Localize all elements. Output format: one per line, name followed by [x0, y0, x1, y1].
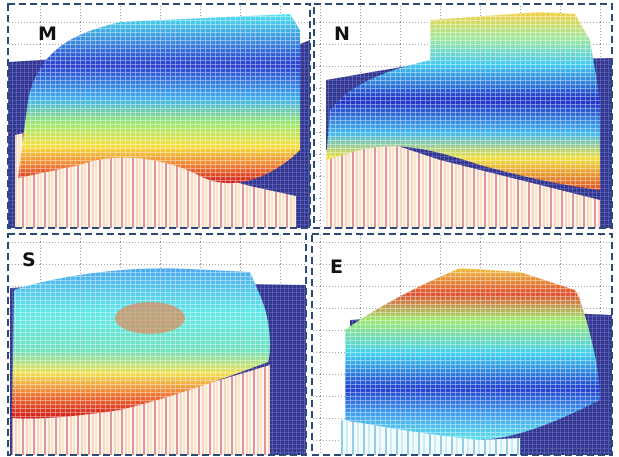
panel-label: E [330, 256, 343, 278]
page: M N S E (() => { const data = JSON.parse… [0, 0, 619, 457]
panel-label: N [334, 23, 350, 45]
panel-label: M [38, 23, 57, 45]
panel-label: S [22, 249, 36, 271]
panel-e: E [312, 234, 612, 455]
panel-n: N [314, 4, 612, 228]
surface-peak [115, 302, 185, 334]
panel-s: S [8, 234, 306, 455]
figure: M N S E [0, 0, 619, 457]
panel-m: M [8, 4, 310, 228]
